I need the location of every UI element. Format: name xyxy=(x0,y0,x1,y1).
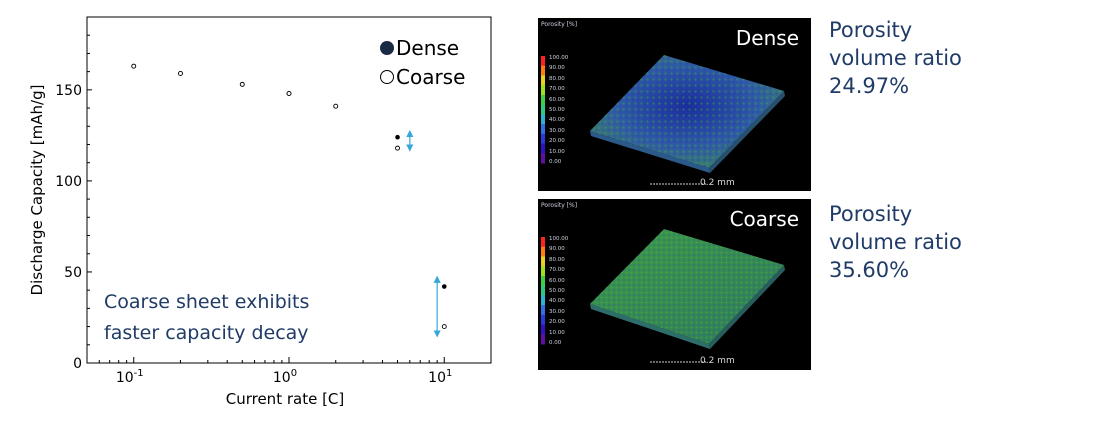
colorbar-tick-label: 90.00 xyxy=(549,246,565,253)
colorbar-tick-label: 10.00 xyxy=(549,329,565,336)
data-point-dense xyxy=(441,284,447,289)
colorbar-tick-label: 20.00 xyxy=(549,319,565,326)
panel-label-dense: Dense xyxy=(735,26,799,50)
colorbar-segment xyxy=(541,85,545,96)
discharge-capacity-chart: 0 50 100 150 10-1 100 101 Current rate [C] Di… xyxy=(28,16,492,408)
colorbar-segment xyxy=(541,266,545,277)
colorbar-tick-label: 100.00 xyxy=(549,55,569,61)
colorbar-tick-label: 40.00 xyxy=(549,117,565,124)
colorbar-segment xyxy=(541,275,545,287)
x-axis-label: Current rate [C] xyxy=(226,390,345,408)
data-point-coarse xyxy=(131,63,137,69)
porosity-dense-value: 24.97% xyxy=(829,74,910,98)
legend: Dense Coarse xyxy=(380,36,465,89)
colorbar-segment xyxy=(541,285,545,296)
porosity-coarse-line-2: volume ratio xyxy=(829,230,962,254)
colorbar-segment xyxy=(541,246,545,257)
legend-marker-coarse xyxy=(380,70,394,84)
porosity-dense-line-1: Porosity xyxy=(829,18,913,42)
colorbar-segment xyxy=(541,75,545,86)
colorbar-tick-label: 90.00 xyxy=(549,65,565,72)
porosity-ratio-dense: Porosity volume ratio 24.97% xyxy=(829,16,962,100)
colorbar-segment xyxy=(541,256,545,267)
annotation-line-2: faster capacity decay xyxy=(104,322,309,344)
legend-title-coarse: Porosity [%] xyxy=(541,202,578,209)
data-point-coarse xyxy=(441,324,447,330)
scale-bar-label-dense: 0.2 mm xyxy=(700,178,735,188)
colorbar-segment xyxy=(541,133,545,145)
colorbar-segment xyxy=(541,104,545,115)
colorbar-tick-label: 30.00 xyxy=(549,127,565,134)
data-point-coarse xyxy=(178,71,183,76)
porosity-dense-line-2: volume ratio xyxy=(829,46,962,70)
legend-label-dense: Dense xyxy=(396,36,459,60)
dense-sheet-graphic xyxy=(541,55,785,185)
colorbar-tick-label: 60.00 xyxy=(549,96,565,103)
y-tick-label: 0 xyxy=(73,356,82,372)
colorbar-segment xyxy=(541,237,545,248)
data-point-coarse xyxy=(395,145,400,151)
panel-label-coarse: Coarse xyxy=(729,207,799,231)
colorbar-segment xyxy=(541,56,545,67)
colorbar-segment xyxy=(541,65,545,76)
colorbar-tick-label: 80.00 xyxy=(549,256,565,263)
colorbar-segment xyxy=(541,324,545,335)
colorbar-segment xyxy=(541,94,545,106)
colorbar-segment xyxy=(541,124,545,135)
colorbar-segment xyxy=(541,153,545,164)
dense-porosity-render: Dense Porosity [%] 100.00 90.00 80.00 70.00… xyxy=(538,18,811,191)
colorbar-tick-label: 70.00 xyxy=(549,86,565,93)
colorbar-segment xyxy=(541,143,545,154)
porosity-coarse-value: 35.60% xyxy=(829,258,910,282)
colorbar-tick-label: 60.00 xyxy=(549,277,565,284)
annotation-text: Coarse sheet exhibits faster capacity de… xyxy=(104,291,309,344)
colorbar-tick-label: 30.00 xyxy=(549,308,565,315)
colorbar-tick-label: 0.00 xyxy=(549,340,562,346)
colorbar-segment xyxy=(541,314,545,326)
coarse-porosity-render: Coarse Porosity [%] 100.00 90.00 80.00 70.0… xyxy=(538,199,811,370)
data-point-coarse xyxy=(333,103,339,109)
colorbar-tick-label: 80.00 xyxy=(549,75,565,82)
legend-title-dense: Porosity [%] xyxy=(541,21,578,28)
porosity-ratio-coarse: Porosity volume ratio 35.60% xyxy=(829,200,962,284)
y-tick-label: 100 xyxy=(55,174,82,190)
colorbar-tick-label: 50.00 xyxy=(549,107,565,113)
annotation-line-1: Coarse sheet exhibits xyxy=(104,291,309,313)
colorbar-segment xyxy=(541,305,545,316)
x-tick-label: 101 xyxy=(428,368,452,386)
colorbar-tick-label: 70.00 xyxy=(549,267,565,274)
colorbar-tick-label: 50.00 xyxy=(549,288,565,294)
colorbar-segment xyxy=(541,334,545,345)
legend-label-coarse: Coarse xyxy=(396,65,465,89)
colorbar-tick-label: 0.00 xyxy=(549,159,562,165)
x-tick-label: 10-1 xyxy=(116,368,144,386)
colorbar-tick-label: 100.00 xyxy=(549,236,569,242)
y-axis-label: Discharge Capacity [mAh/g] xyxy=(28,85,46,296)
legend-marker-dense xyxy=(380,41,394,55)
colorbar-tick-label: 20.00 xyxy=(549,138,565,145)
coarse-sheet-graphic xyxy=(541,229,785,363)
data-point-dense xyxy=(395,134,400,140)
y-tick-label: 50 xyxy=(64,265,82,281)
data-point-coarse xyxy=(286,91,292,96)
colorbar-tick-label: 40.00 xyxy=(549,298,565,305)
y-tick-label: 150 xyxy=(55,83,82,99)
x-tick-label: 100 xyxy=(273,368,297,386)
colorbar-tick-label: 10.00 xyxy=(549,148,565,155)
porosity-coarse-line-1: Porosity xyxy=(829,202,913,226)
colorbar-segment xyxy=(541,114,545,125)
colorbar-segment xyxy=(541,295,545,306)
scale-bar-label-coarse: 0.2 mm xyxy=(700,356,735,366)
data-point-coarse xyxy=(239,81,245,87)
